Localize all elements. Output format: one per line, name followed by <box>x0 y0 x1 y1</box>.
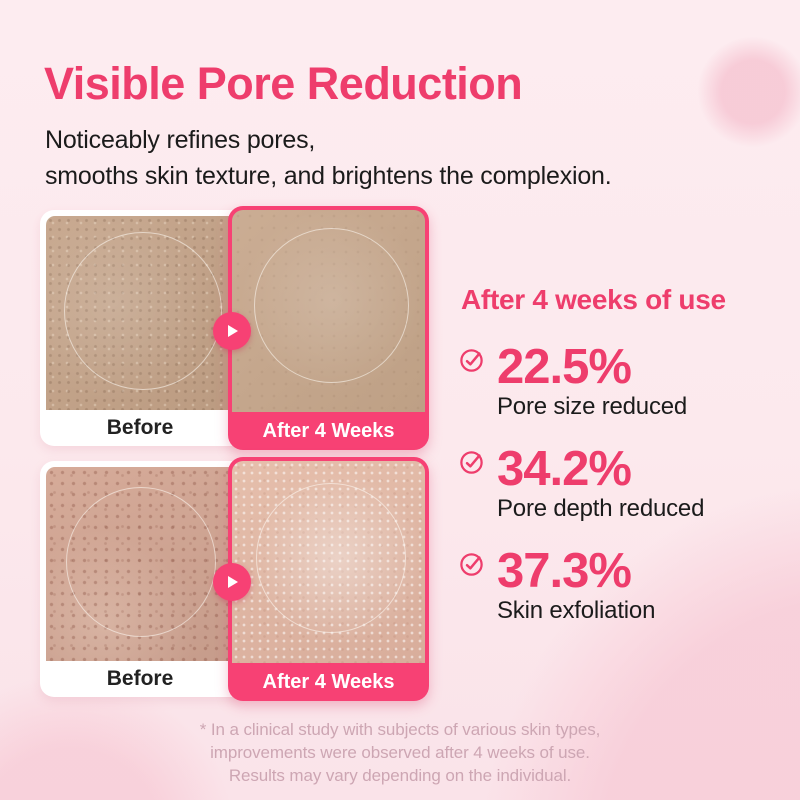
stat-value: 37.3% <box>497 544 632 598</box>
disclaimer-line-1: * In a clinical study with subjects of v… <box>199 720 601 739</box>
subtitle-line-2: smooths skin texture, and brightens the … <box>45 162 612 190</box>
after-label: After 4 Weeks <box>262 670 395 693</box>
stat-label: Pore depth reduced <box>497 495 705 522</box>
check-circle-icon <box>458 449 485 523</box>
disclaimer-line-3: Results may vary depending on the indivi… <box>228 766 572 785</box>
after-skin-photo-1 <box>232 210 425 412</box>
subtitle-line-1: Noticeably refines pores, <box>45 126 316 154</box>
after-panel-2: After 4 Weeks <box>228 457 429 701</box>
stat-value: 22.5% <box>497 340 632 394</box>
before-panel-1: Before <box>40 210 240 446</box>
stat-label: Skin exfoliation <box>497 597 656 624</box>
play-icon[interactable] <box>213 563 251 601</box>
before-skin-photo-1 <box>46 216 240 410</box>
before-label: Before <box>106 667 174 690</box>
page-subtitle: Noticeably refines pores, smooths skin t… <box>45 122 612 194</box>
before-label: Before <box>106 416 174 439</box>
focus-circle <box>66 487 216 637</box>
results-heading: After 4 weeks of use <box>461 284 726 315</box>
stat-value: 34.2% <box>497 442 632 496</box>
play-triangle-icon <box>228 576 238 588</box>
disclaimer-line-2: improvements were observed after 4 weeks… <box>210 743 590 762</box>
check-circle-icon <box>458 347 485 421</box>
check-circle-icon <box>458 551 485 625</box>
page-title: Visible Pore Reduction <box>44 58 523 109</box>
before-panel-2: Before <box>40 461 240 697</box>
stat-pore-depth: 34.2% Pore depth reduced <box>458 444 704 523</box>
play-icon[interactable] <box>213 312 251 350</box>
after-label: After 4 Weeks <box>262 419 395 442</box>
stat-label: Pore size reduced <box>497 393 688 420</box>
after-panel-1: After 4 Weeks <box>228 206 429 450</box>
before-after-comparison-2: Before After 4 Weeks <box>40 457 429 701</box>
stat-skin-exfoliation: 37.3% Skin exfoliation <box>458 546 655 625</box>
before-skin-photo-2 <box>46 467 240 661</box>
play-triangle-icon <box>228 325 238 337</box>
before-after-comparison-1: Before After 4 Weeks <box>40 206 429 450</box>
focus-circle <box>254 228 409 383</box>
clinical-disclaimer: * In a clinical study with subjects of v… <box>0 718 800 787</box>
after-skin-photo-2 <box>232 461 425 663</box>
focus-circle <box>256 483 406 633</box>
stat-pore-size: 22.5% Pore size reduced <box>458 342 687 421</box>
focus-circle <box>64 232 222 390</box>
